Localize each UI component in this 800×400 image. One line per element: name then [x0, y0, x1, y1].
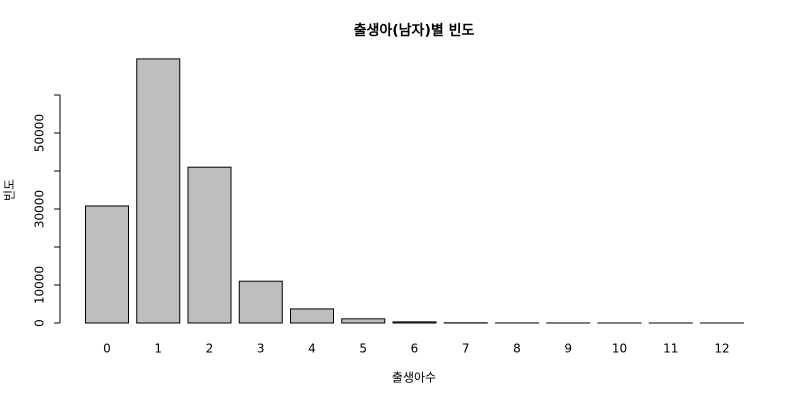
x-tick-label: 11: [663, 342, 678, 356]
x-tick-label: 4: [308, 342, 316, 356]
bar: [341, 318, 386, 324]
y-tick-label: 50000: [33, 114, 47, 152]
bar: [392, 321, 437, 324]
x-tick-label: 12: [714, 342, 729, 356]
x-axis-label: 출생아수: [392, 371, 436, 385]
x-tick-label: 7: [462, 342, 470, 356]
x-tick-label: 8: [513, 342, 521, 356]
x-tick-label: 0: [103, 342, 111, 356]
bar: [136, 58, 181, 324]
bar: [290, 308, 334, 324]
chart-title: 출생아(남자)별 빈도: [354, 22, 475, 39]
x-tick-label: 3: [257, 342, 265, 356]
x-tick-label: 10: [612, 342, 627, 356]
x-tick-label: 6: [411, 342, 419, 356]
bar: [187, 166, 232, 324]
x-tick-label: 9: [564, 342, 572, 356]
x-tick-label: 2: [206, 342, 214, 356]
y-tick-label: 10000: [33, 266, 47, 304]
x-tick-label: 5: [359, 342, 367, 356]
x-tick-label: 1: [154, 342, 162, 356]
y-tick-label: 0: [33, 319, 47, 327]
bar: [85, 205, 129, 324]
y-axis-label: 빈도: [3, 179, 17, 201]
y-tick-label: 30000: [33, 190, 47, 228]
bar: [238, 280, 283, 324]
